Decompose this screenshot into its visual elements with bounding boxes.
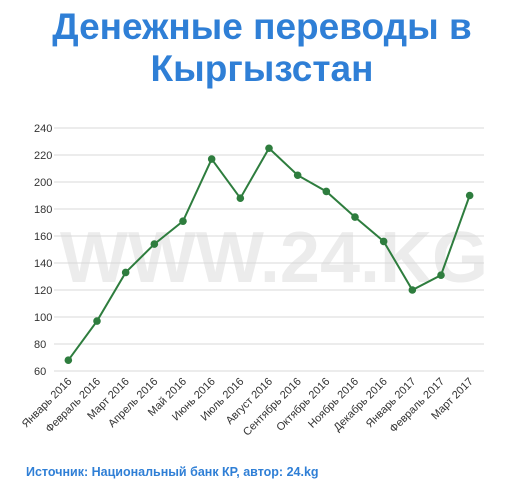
y-tick-label-80: 80 (34, 339, 46, 351)
data-point-9 (293, 171, 302, 180)
data-point-10 (322, 187, 331, 196)
y-tick-label-160: 160 (34, 231, 52, 243)
chart-title: Денежные переводы в Кыргызстан (0, 6, 524, 90)
y-tick-label-220: 220 (34, 150, 52, 162)
y-tick-label-120: 120 (34, 285, 52, 297)
data-point-3 (121, 268, 130, 277)
data-point-14 (437, 271, 445, 279)
y-tick-label-100: 100 (34, 312, 52, 324)
data-point-6 (207, 155, 216, 163)
data-point-13 (408, 286, 417, 294)
data-point-8 (265, 144, 273, 153)
data-point-15 (465, 191, 474, 200)
title-line-1: Денежные переводы в (52, 6, 472, 47)
y-tick-label-140: 140 (34, 258, 52, 270)
data-point-7 (236, 194, 245, 202)
title-line-2: Кыргызстан (150, 48, 374, 89)
data-point-5 (179, 217, 187, 225)
source-note: Источник: Национальный банк КР, автор: 2… (26, 465, 319, 479)
y-tick-label-240: 240 (34, 123, 52, 135)
data-point-2 (93, 317, 101, 325)
data-point-11 (351, 213, 359, 221)
y-tick-label-180: 180 (34, 204, 52, 216)
y-tick-label-60: 60 (34, 366, 46, 378)
data-point-12 (379, 237, 388, 246)
watermark: WWW.24.KG (60, 218, 488, 298)
y-tick-label-200: 200 (34, 177, 52, 189)
data-point-1 (64, 356, 73, 365)
data-point-4 (150, 240, 159, 248)
